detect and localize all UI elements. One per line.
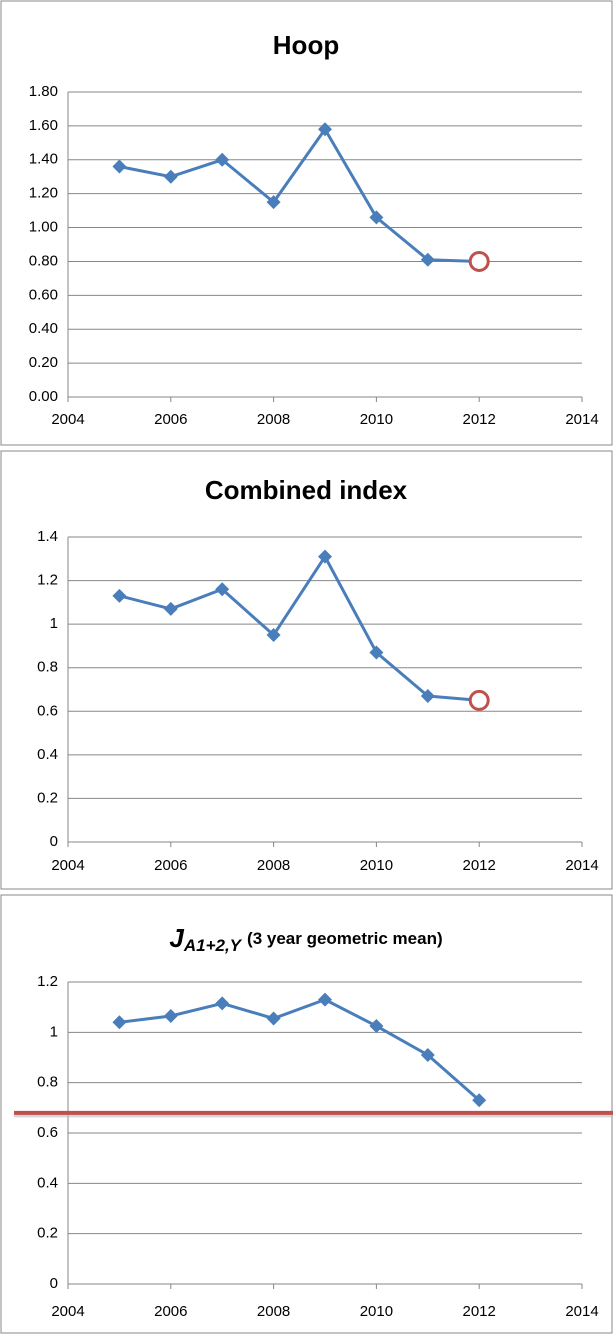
y-tick-label: 1.4 <box>37 528 58 545</box>
y-tick-label: 0.2 <box>37 1225 58 1242</box>
panel <box>0 0 613 446</box>
data-point <box>420 252 435 267</box>
y-tick-label: 0.6 <box>37 1124 58 1141</box>
x-tick-label: 2012 <box>463 857 496 874</box>
data-point <box>266 628 281 643</box>
data-point <box>163 1008 178 1023</box>
chart-title: Hoop <box>273 30 339 60</box>
x-tick-label: 2010 <box>360 411 393 428</box>
x-tick-label: 2012 <box>463 411 496 428</box>
y-tick-label: 0.6 <box>37 702 58 719</box>
data-point <box>112 1015 127 1030</box>
y-tick-label: 1.40 <box>29 151 58 168</box>
y-tick-label: 1 <box>50 1023 58 1040</box>
data-point <box>420 689 435 704</box>
y-tick-label: 0 <box>50 833 58 850</box>
x-tick-label: 2008 <box>257 1303 290 1320</box>
x-tick-label: 2006 <box>154 1303 187 1320</box>
x-tick-label: 2012 <box>463 1303 496 1320</box>
data-point <box>266 195 281 210</box>
y-tick-label: 0.8 <box>37 659 58 676</box>
y-tick-label: 0.00 <box>29 388 58 405</box>
chart-title: JA1+2,Y (3 year geometric mean) <box>169 923 442 956</box>
y-tick-label: 0.2 <box>37 789 58 806</box>
data-point <box>369 645 384 660</box>
data-point <box>318 122 332 137</box>
y-tick-label: 1.2 <box>37 572 58 589</box>
panel <box>0 450 613 890</box>
data-point <box>215 152 230 167</box>
data-point <box>266 1011 281 1026</box>
data-point <box>112 159 127 174</box>
y-tick-label: 1.00 <box>29 219 58 236</box>
title-main: J <box>169 923 184 953</box>
data-point <box>318 992 332 1007</box>
target-point <box>468 689 490 711</box>
y-tick-label: 0.80 <box>29 252 58 269</box>
x-tick-label: 2014 <box>565 1303 598 1320</box>
x-tick-label: 2008 <box>257 857 290 874</box>
x-tick-label: 2014 <box>565 857 598 874</box>
y-tick-label: 1.80 <box>29 83 58 100</box>
y-tick-label: 0.8 <box>37 1074 58 1091</box>
x-tick-label: 2006 <box>154 411 187 428</box>
data-point <box>112 588 127 603</box>
chart-title: Combined index <box>205 475 408 505</box>
y-tick-label: 1.2 <box>37 973 58 990</box>
data-point <box>472 1093 487 1108</box>
x-tick-label: 2004 <box>51 1303 84 1320</box>
y-tick-label: 0.40 <box>29 320 58 337</box>
target-point <box>468 250 490 272</box>
data-point <box>163 601 178 616</box>
x-tick-label: 2006 <box>154 857 187 874</box>
y-tick-label: 0.4 <box>37 746 58 763</box>
data-point <box>215 996 230 1011</box>
data-point <box>163 169 178 184</box>
x-tick-label: 2010 <box>360 857 393 874</box>
title-note: (3 year geometric mean) <box>247 929 443 948</box>
data-point <box>318 549 332 564</box>
x-tick-label: 2004 <box>51 411 84 428</box>
y-tick-label: 0 <box>50 1275 58 1292</box>
data-line <box>119 997 481 1102</box>
y-tick-label: 1 <box>50 615 58 632</box>
data-point <box>369 210 384 225</box>
y-tick-label: 1.20 <box>29 185 58 202</box>
data-point <box>420 1047 435 1062</box>
x-tick-label: 2008 <box>257 411 290 428</box>
x-tick-label: 2014 <box>565 411 598 428</box>
y-tick-label: 0.60 <box>29 286 58 303</box>
x-tick-label: 2010 <box>360 1303 393 1320</box>
x-tick-label: 2004 <box>51 857 84 874</box>
y-tick-label: 0.4 <box>37 1174 58 1191</box>
y-tick-label: 0.20 <box>29 354 58 371</box>
title-subscript: A1+2,Y <box>183 936 243 955</box>
data-point <box>215 582 230 597</box>
y-tick-label: 1.60 <box>29 117 58 134</box>
data-point <box>369 1019 384 1034</box>
